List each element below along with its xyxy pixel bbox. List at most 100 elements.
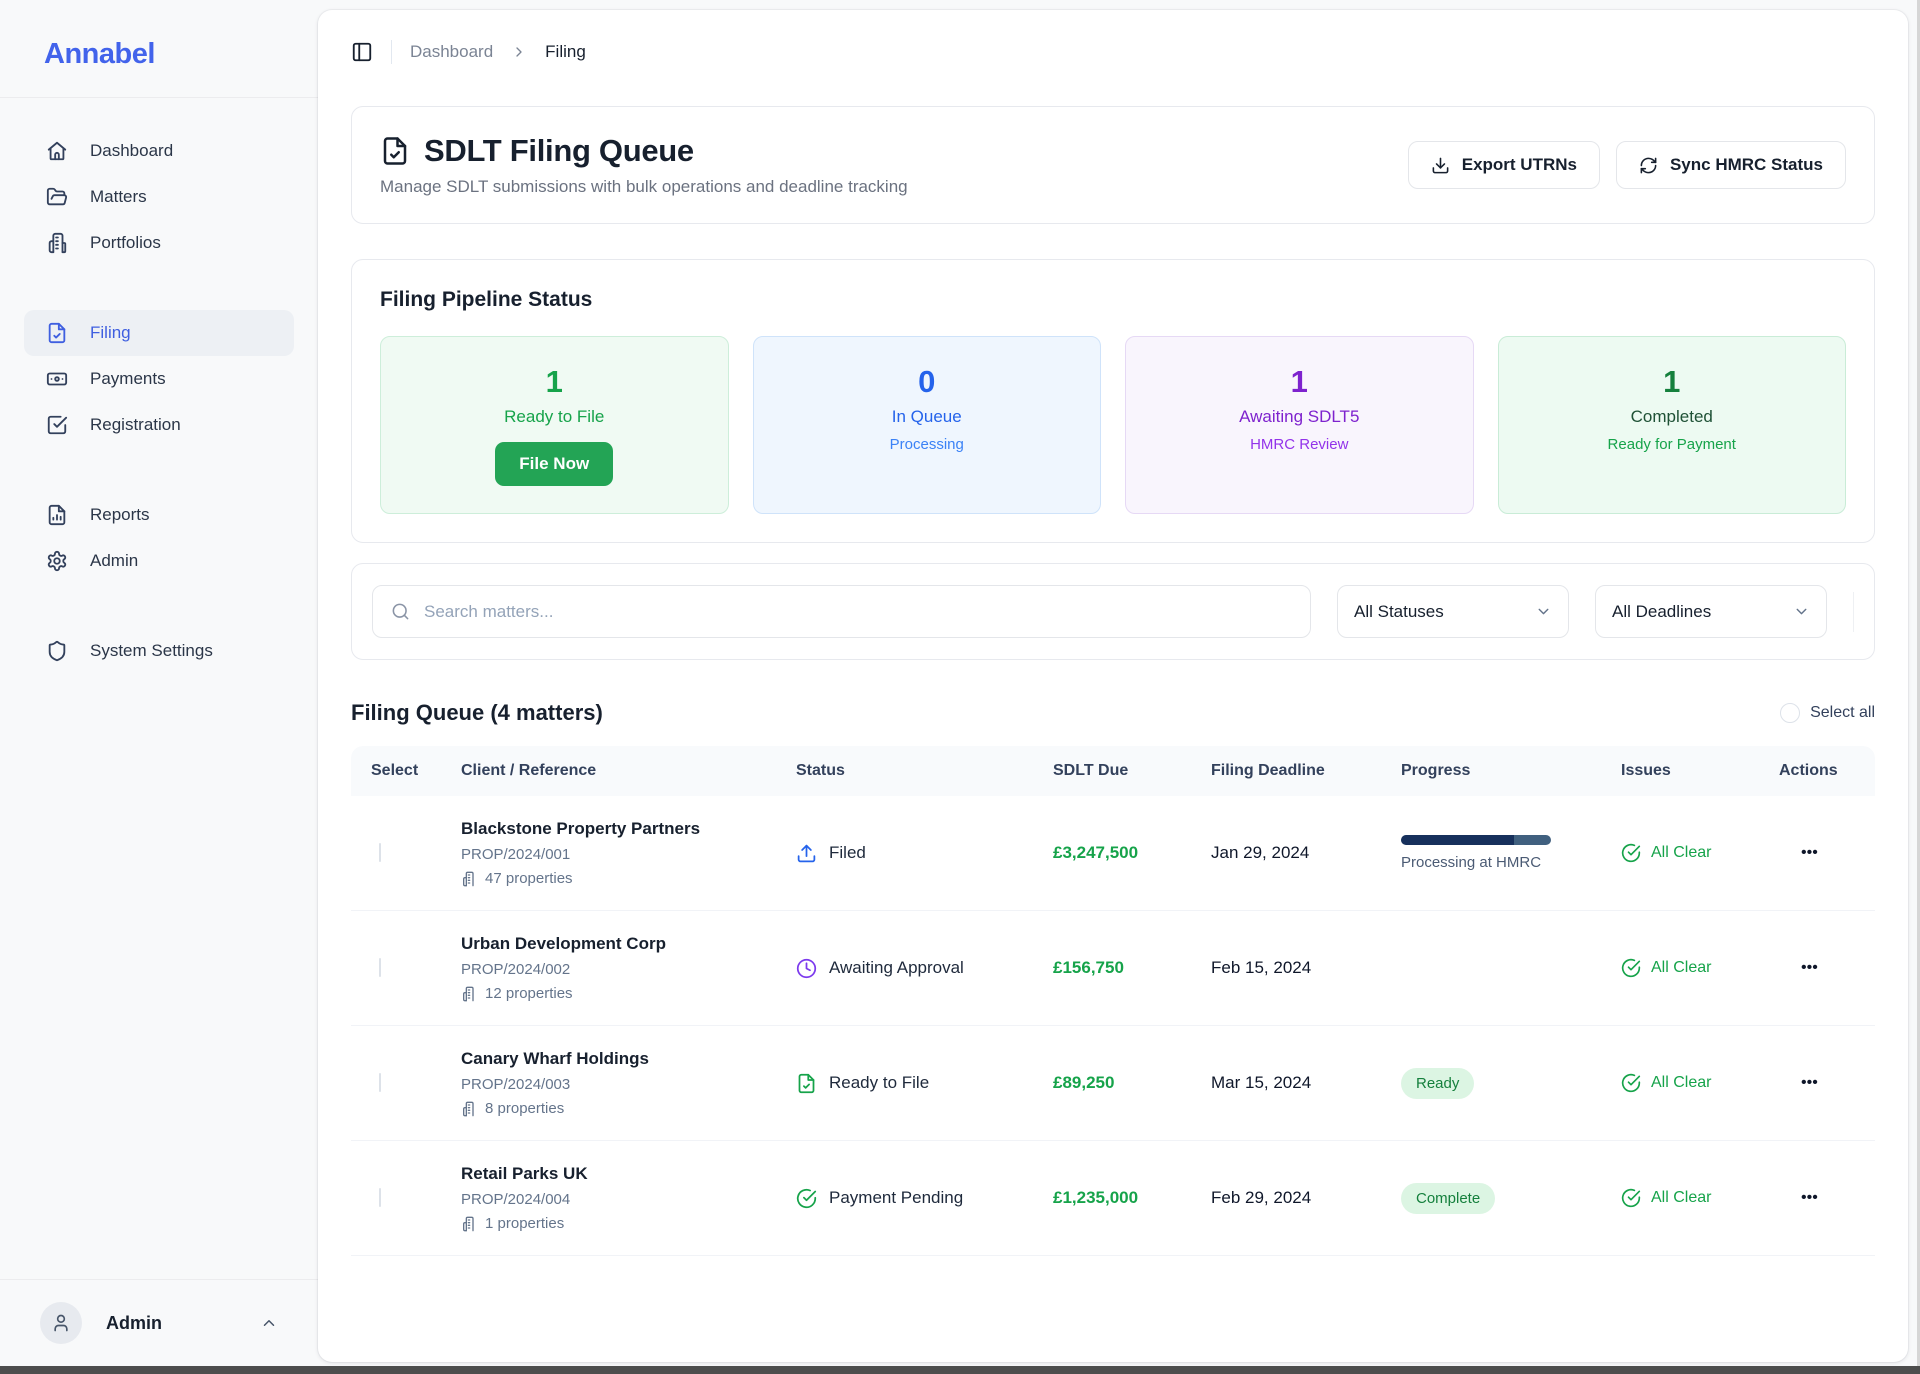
sidebar-nav: Dashboard Matters Portfolios Filing — [0, 98, 318, 1279]
filing-queue-table: Select Client / Reference Status SDLT Du… — [351, 746, 1875, 1256]
table-header-row: Select Client / Reference Status SDLT Du… — [351, 746, 1875, 796]
client-name: Blackstone Property Partners — [461, 819, 701, 838]
file-check-icon — [46, 322, 68, 344]
building-icon — [461, 1216, 477, 1232]
sidebar-item-payments[interactable]: Payments — [24, 356, 294, 402]
window-bottom-edge — [0, 1366, 1920, 1374]
sidebar-item-portfolios[interactable]: Portfolios — [24, 220, 294, 266]
status-filter-value: All Statuses — [1354, 601, 1444, 621]
progress-label: Processing at HMRC — [1401, 854, 1542, 871]
filing-deadline: Feb 29, 2024 — [1211, 1188, 1312, 1207]
sdlt-due-amount: £3,247,500 — [1053, 843, 1139, 862]
main-content: Dashboard Filing SDLT Filing Queue Manag… — [318, 10, 1908, 1362]
sidebar-item-system-settings[interactable]: System Settings — [24, 628, 294, 674]
export-utrns-button[interactable]: Export UTRNs — [1407, 141, 1600, 189]
deadline-filter-value: All Deadlines — [1612, 601, 1712, 621]
select-all-checkbox[interactable] — [1780, 703, 1801, 723]
status-filter-select[interactable]: All Statuses — [1337, 585, 1569, 638]
issues-label: All Clear — [1651, 1074, 1712, 1091]
check-circle-icon — [1621, 843, 1641, 863]
sidebar-item-label: System Settings — [90, 641, 213, 660]
client-reference: PROP/2024/003 — [461, 1076, 571, 1093]
client-name: Canary Wharf Holdings — [461, 1049, 649, 1068]
stat-card-ready-to-file: 1 Ready to File File Now — [380, 336, 729, 514]
select-all-control[interactable]: Select all — [1780, 703, 1875, 723]
client-name: Urban Development Corp — [461, 934, 666, 953]
sidebar-item-dashboard[interactable]: Dashboard — [24, 128, 294, 174]
client-reference: PROP/2024/002 — [461, 961, 571, 978]
brand-logo: Annabel — [44, 38, 155, 70]
column-header-select: Select — [371, 762, 419, 779]
chevron-right-icon — [511, 44, 527, 60]
stat-label: Ready to File — [504, 407, 605, 426]
sidebar-item-filing[interactable]: Filing — [24, 310, 294, 356]
filters-panel: All Statuses All Deadlines — [351, 563, 1875, 660]
row-checkbox[interactable] — [379, 958, 381, 977]
page-subtitle: Manage SDLT submissions with bulk operat… — [380, 177, 908, 196]
row-actions-menu[interactable]: ••• — [1801, 959, 1818, 976]
avatar — [40, 1302, 82, 1344]
file-check-icon — [380, 136, 410, 166]
row-checkbox[interactable] — [379, 1188, 381, 1207]
check-circle-icon — [1621, 958, 1641, 978]
divider — [1853, 591, 1854, 632]
breadcrumb-parent[interactable]: Dashboard — [410, 42, 494, 61]
sidebar: Annabel Dashboard Matters Portfolios — [0, 0, 318, 1374]
sdlt-due-amount: £1,235,000 — [1053, 1188, 1139, 1207]
sidebar-item-registration[interactable]: Registration — [24, 402, 294, 448]
table-row: Canary Wharf Holdings PROP/2024/003 8 pr… — [351, 1026, 1875, 1141]
sidebar-item-matters[interactable]: Matters — [24, 174, 294, 220]
row-checkbox[interactable] — [379, 843, 381, 862]
chevron-down-icon — [1535, 603, 1552, 620]
search-box — [372, 585, 1311, 638]
sidebar-item-admin[interactable]: Admin — [24, 538, 294, 584]
export-utrns-label: Export UTRNs — [1461, 155, 1577, 174]
select-all-label: Select all — [1810, 704, 1875, 721]
status-label: Payment Pending — [829, 1188, 964, 1207]
stat-value: 1 — [1663, 364, 1681, 399]
stat-value: 0 — [918, 364, 936, 399]
chevron-up-icon — [260, 1314, 278, 1332]
gear-icon — [46, 550, 68, 572]
building-icon — [461, 1101, 477, 1117]
user-name: Admin — [106, 1312, 162, 1333]
row-checkbox[interactable] — [379, 1073, 381, 1092]
row-actions-menu[interactable]: ••• — [1801, 844, 1818, 861]
sidebar-toggle-icon[interactable] — [351, 41, 373, 63]
column-header-status: Status — [796, 762, 845, 779]
building-icon — [461, 986, 477, 1002]
deadline-filter-select[interactable]: All Deadlines — [1595, 585, 1827, 638]
sidebar-item-label: Payments — [90, 369, 166, 388]
window-right-edge — [1917, 0, 1920, 1374]
stat-label: Completed — [1630, 407, 1713, 426]
sidebar-item-reports[interactable]: Reports — [24, 492, 294, 538]
sidebar-item-label: Filing — [90, 323, 131, 342]
progress-badge: Complete — [1401, 1182, 1496, 1214]
stat-card-in-queue: 0 In Queue Processing — [752, 336, 1101, 514]
column-header-issues: Issues — [1621, 762, 1671, 779]
column-header-client: Client / Reference — [461, 762, 597, 779]
issues-label: All Clear — [1651, 1189, 1712, 1206]
row-actions-menu[interactable]: ••• — [1801, 1074, 1818, 1091]
page-title: SDLT Filing Queue — [424, 133, 694, 168]
stat-sublabel: Processing — [889, 436, 964, 453]
pipeline-title: Filing Pipeline Status — [380, 288, 593, 311]
client-reference: PROP/2024/001 — [461, 846, 571, 863]
folder-open-icon — [46, 186, 68, 208]
status-label: Filed — [829, 843, 866, 862]
row-actions-menu[interactable]: ••• — [1801, 1189, 1818, 1206]
status-label: Awaiting Approval — [829, 958, 964, 977]
search-input[interactable] — [424, 601, 1292, 622]
column-header-sdlt-due: SDLT Due — [1053, 762, 1129, 779]
issues-label: All Clear — [1651, 959, 1712, 976]
sdlt-due-amount: £156,750 — [1053, 958, 1124, 977]
shield-icon — [46, 640, 68, 662]
status-label: Ready to File — [829, 1073, 930, 1092]
filing-deadline: Feb 15, 2024 — [1211, 958, 1312, 977]
stat-value: 1 — [1290, 364, 1308, 399]
sync-hmrc-button[interactable]: Sync HMRC Status — [1615, 141, 1846, 189]
stat-label: Awaiting SDLT5 — [1239, 407, 1360, 426]
file-now-button[interactable]: File Now — [495, 442, 614, 486]
check-circle-icon — [1621, 1188, 1641, 1208]
sidebar-user-menu[interactable]: Admin — [0, 1279, 318, 1374]
